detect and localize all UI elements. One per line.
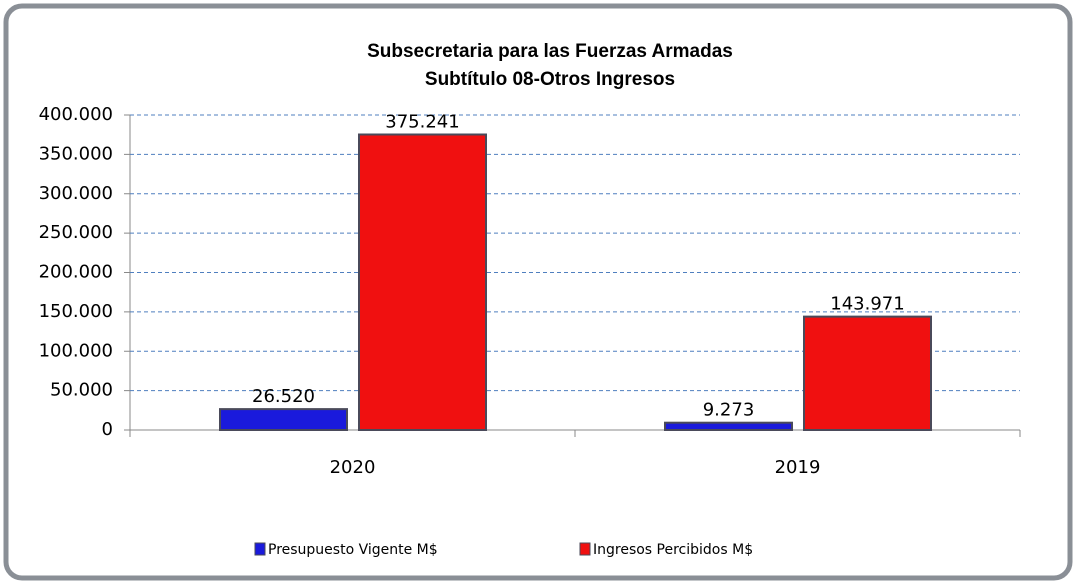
- chart-frame: [3, 3, 1073, 581]
- legend-swatch: [254, 542, 266, 556]
- chart-title: Subsecretaria para las Fuerzas Armadas: [367, 41, 733, 62]
- y-tick-label: 0: [102, 419, 113, 440]
- chart-subtitle: Subtítulo 08-Otros Ingresos: [425, 69, 675, 90]
- legend-label: Ingresos Percibidos M$: [593, 542, 753, 558]
- legend-swatch: [579, 542, 591, 556]
- legend-label: Presupuesto Vigente M$: [268, 542, 438, 558]
- y-tick-label: 100.000: [39, 340, 113, 361]
- value-label: 143.971: [830, 294, 904, 315]
- y-tick-label: 350.000: [39, 143, 113, 164]
- x-tick-label: 2020: [330, 457, 376, 478]
- y-tick-label: 150.000: [39, 301, 113, 322]
- x-tick-label: 2019: [775, 457, 821, 478]
- value-label: 26.520: [252, 386, 315, 407]
- value-label: 9.273: [703, 400, 755, 421]
- y-tick-label: 250.000: [39, 222, 113, 243]
- bar: [358, 133, 487, 431]
- bar: [664, 421, 793, 431]
- y-tick-label: 300.000: [39, 183, 113, 204]
- value-label: 375.241: [385, 111, 459, 132]
- y-tick-label: 200.000: [39, 262, 113, 283]
- bar: [803, 315, 932, 431]
- y-tick-label: 50.000: [50, 380, 113, 401]
- bar: [219, 408, 348, 432]
- y-tick-label: 400.000: [39, 104, 113, 125]
